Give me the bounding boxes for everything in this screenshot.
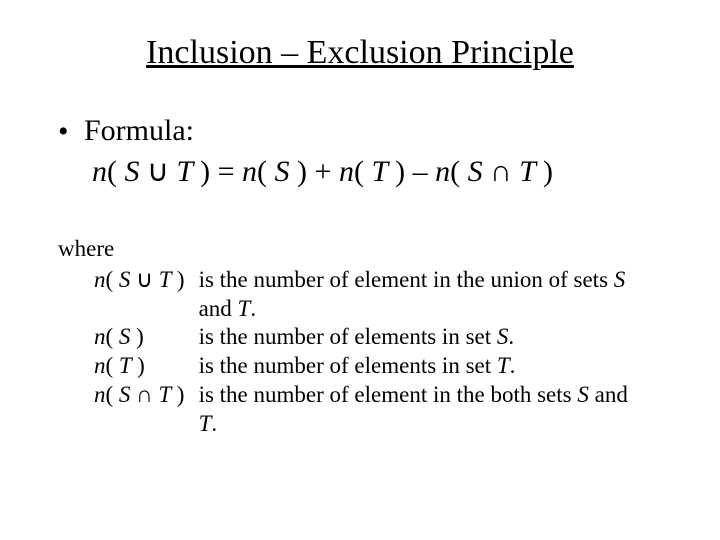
formula-t1: T	[169, 155, 200, 188]
def-n: n	[94, 353, 106, 378]
def-term: n( S ∪ T )	[94, 266, 199, 324]
def-a: S	[119, 382, 136, 407]
def-close: )	[177, 267, 185, 292]
desc-text: is the number of element in the both set…	[199, 382, 578, 407]
where-label: where	[58, 235, 672, 264]
formula-union: ∪	[147, 155, 169, 188]
bullet-label: Formula:	[84, 114, 194, 148]
union-icon: ∪	[136, 267, 153, 292]
desc-text: is the number of elements in set	[199, 353, 497, 378]
formula-t4: T	[512, 155, 543, 188]
formula-plus: +	[315, 155, 339, 188]
intersection-icon: ∩	[136, 382, 153, 407]
desc-dot: .	[508, 324, 514, 349]
def-n: n	[94, 267, 106, 292]
def-close: )	[177, 382, 185, 407]
def-open: (	[106, 382, 119, 407]
page-title: Inclusion – Exclusion Principle	[48, 34, 672, 72]
def-row-s: n( S ) is the number of elements in set …	[94, 323, 629, 352]
definitions: n( S ∪ T ) is the number of element in t…	[94, 266, 629, 439]
def-row-t: n( T ) is the number of elements in set …	[94, 352, 629, 381]
formula-s2: S	[275, 155, 298, 188]
desc-t: T	[199, 411, 212, 436]
slide: Inclusion – Exclusion Principle • Formul…	[0, 0, 720, 540]
def-row-union: n( S ∪ T ) is the number of element in t…	[94, 266, 629, 324]
where-block: where n( S ∪ T ) is the number of elemen…	[58, 235, 672, 438]
formula-n2: n	[242, 155, 257, 188]
def-term: n( S )	[94, 323, 199, 352]
formula-t3: T	[371, 155, 395, 188]
def-open: (	[106, 353, 119, 378]
desc-s: S	[577, 382, 589, 407]
formula-close3: )	[395, 155, 413, 188]
bullet-marker: •	[58, 114, 84, 150]
def-term: n( S ∩ T )	[94, 381, 199, 439]
desc-s: S	[614, 267, 626, 292]
desc-s: S	[497, 324, 509, 349]
formula-close1: )	[200, 155, 218, 188]
formula-n3: n	[339, 155, 354, 188]
def-open: (	[106, 324, 119, 349]
formula-minus: –	[413, 155, 436, 188]
def-a: S	[119, 324, 136, 349]
def-n: n	[94, 324, 106, 349]
desc-and: and	[199, 296, 238, 321]
formula-close2: )	[297, 155, 315, 188]
def-row-intersection: n( S ∩ T ) is the number of element in t…	[94, 381, 629, 439]
bullet-line: • Formula:	[58, 114, 672, 150]
desc-text: is the number of elements in set	[199, 324, 497, 349]
formula-inter: ∩	[490, 155, 512, 188]
def-open: (	[106, 267, 119, 292]
desc-text: is the number of element in the union of…	[199, 267, 614, 292]
formula-open4: (	[450, 155, 468, 188]
desc-dot: .	[510, 353, 516, 378]
def-a: S	[119, 267, 136, 292]
desc-and: and	[589, 382, 628, 407]
formula-s1: S	[125, 155, 148, 188]
def-n: n	[94, 382, 106, 407]
def-desc: is the number of element in the both set…	[199, 381, 629, 439]
formula-eq: =	[218, 155, 242, 188]
formula-n4: n	[435, 155, 450, 188]
def-close: )	[136, 324, 144, 349]
def-a: T	[119, 353, 137, 378]
formula-n1: n	[92, 155, 107, 188]
desc-dot: .	[211, 411, 217, 436]
desc-t: T	[238, 296, 251, 321]
formula-open2: (	[257, 155, 275, 188]
formula-open3: (	[354, 155, 372, 188]
def-b: T	[153, 267, 177, 292]
desc-t: T	[497, 353, 510, 378]
def-desc: is the number of elements in set T.	[199, 352, 629, 381]
def-close: )	[137, 353, 145, 378]
formula-open1: (	[107, 155, 125, 188]
formula: n( S ∪ T ) = n( S ) + n( T ) – n( S ∩ T …	[92, 154, 672, 189]
def-desc: is the number of elements in set S.	[199, 323, 629, 352]
desc-dot: .	[250, 296, 256, 321]
def-b: T	[153, 382, 177, 407]
formula-close4: )	[543, 155, 553, 188]
def-term: n( T )	[94, 352, 199, 381]
bullet-block: • Formula: n( S ∪ T ) = n( S ) + n( T ) …	[58, 114, 672, 189]
def-desc: is the number of element in the union of…	[199, 266, 629, 324]
formula-s4: S	[468, 155, 491, 188]
